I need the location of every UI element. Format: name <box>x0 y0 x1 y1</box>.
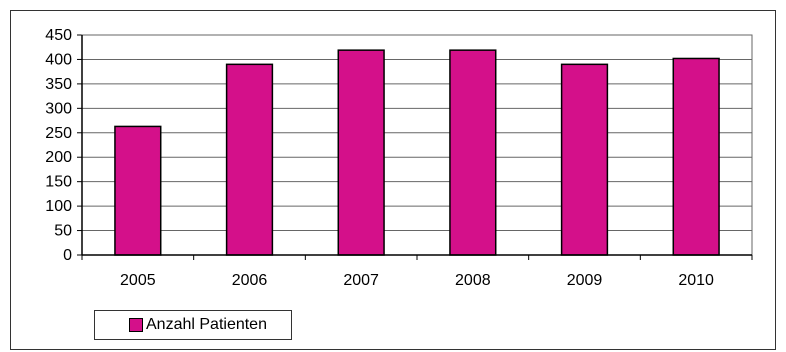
x-tick-label: 2008 <box>455 272 491 289</box>
y-tick-label: 0 <box>63 247 72 264</box>
bar <box>560 63 609 256</box>
x-tick-label: 2007 <box>343 272 379 289</box>
legend: Anzahl Patienten <box>94 310 292 340</box>
y-tick-label: 250 <box>45 125 72 142</box>
x-tick-label: 2005 <box>120 272 156 289</box>
y-tick-label: 450 <box>45 27 72 44</box>
y-tick-label: 350 <box>45 76 72 93</box>
y-tick-label: 50 <box>54 223 72 240</box>
bar <box>672 57 720 256</box>
legend-swatch <box>129 318 143 332</box>
bar <box>114 125 162 256</box>
legend-label: Anzahl Patienten <box>146 316 267 333</box>
y-tick-label: 300 <box>45 100 72 117</box>
x-tick-label: 2010 <box>678 272 714 289</box>
bar <box>337 49 385 256</box>
x-tick-label: 2009 <box>567 272 603 289</box>
bar <box>449 49 497 256</box>
y-tick-label: 200 <box>45 149 72 166</box>
y-tick-label: 400 <box>45 51 72 68</box>
x-tick-label: 2006 <box>232 272 268 289</box>
y-tick-label: 100 <box>45 198 72 215</box>
y-tick-label: 150 <box>45 174 72 191</box>
plot-area <box>81 34 753 256</box>
bar <box>225 63 274 256</box>
